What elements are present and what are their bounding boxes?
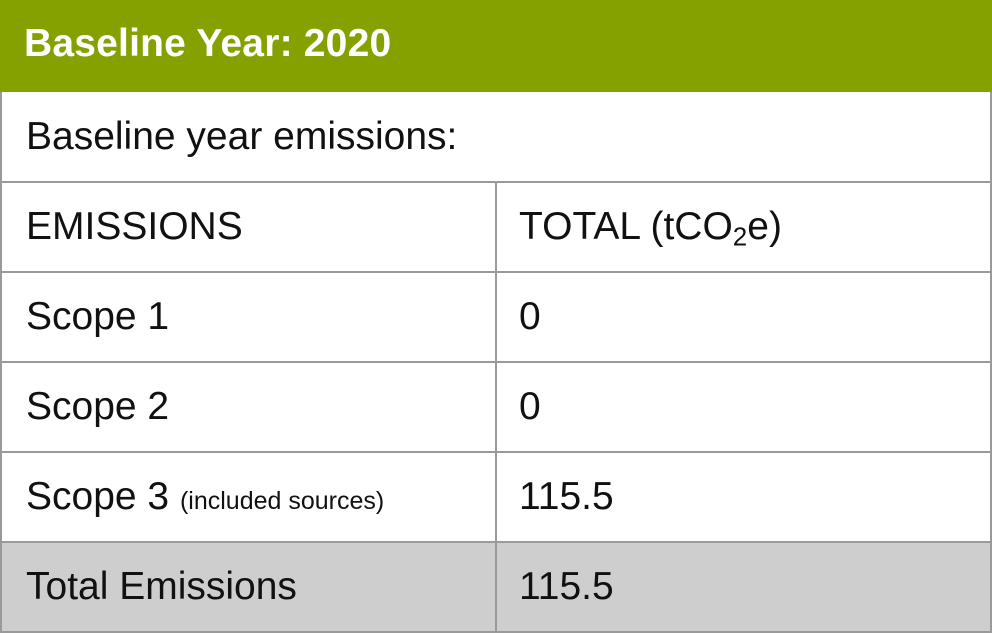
row-value: 0 [495,361,992,453]
total-row: Total Emissions 115.5 [0,541,992,633]
column-header-row: EMISSIONS TOTAL (tCO2e) [0,181,992,273]
column-header-total: TOTAL (tCO2e) [495,181,992,273]
row-value: 115.5 [495,451,992,543]
column-header-total-suffix: e) [747,205,782,248]
row-note: (included sources) [179,487,385,515]
intro-row: Baseline year emissions: [0,92,992,183]
row-value: 0 [495,271,992,363]
column-header-total-subscript: 2 [732,221,748,252]
column-header-total-prefix: TOTAL (tCO [519,205,733,248]
row-label-cell: Scope 3 (included sources) [0,451,497,543]
total-value: 115.5 [495,541,992,633]
row-label: Scope 1 [0,271,497,363]
total-label: Total Emissions [0,541,497,633]
table-header-bar: Baseline Year: 2020 [0,0,992,92]
intro-cell: Baseline year emissions: [0,92,992,183]
column-header-emissions: EMISSIONS [0,181,497,273]
table-row: Scope 1 0 [0,271,992,363]
row-label: Scope 3 [26,475,170,518]
table-row: Scope 3 (included sources) 115.5 [0,451,992,543]
row-label: Scope 2 [0,361,497,453]
table-title: Baseline Year: 2020 [24,22,392,65]
table-row: Scope 2 0 [0,361,992,453]
emissions-table: Baseline year emissions: EMISSIONS TOTAL… [0,92,992,633]
